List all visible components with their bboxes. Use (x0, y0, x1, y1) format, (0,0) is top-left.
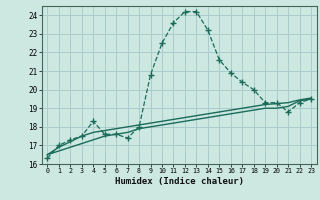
X-axis label: Humidex (Indice chaleur): Humidex (Indice chaleur) (115, 177, 244, 186)
